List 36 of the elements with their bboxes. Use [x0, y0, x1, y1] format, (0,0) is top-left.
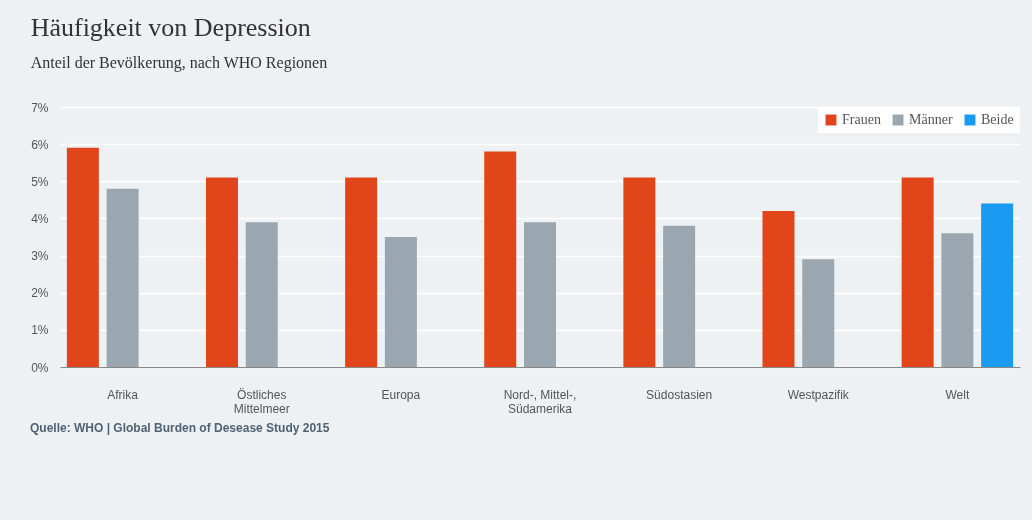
bar — [663, 225, 696, 367]
y-tick-label: 0% — [31, 360, 49, 375]
bar — [762, 211, 795, 367]
bar — [245, 222, 278, 367]
x-tick-label: Europa — [381, 387, 421, 402]
bar — [345, 177, 378, 367]
y-tick-label: 2% — [31, 286, 49, 301]
y-tick-label: 4% — [31, 211, 49, 226]
source-note: Quelle: WHO | Global Burden of Desease Study 2015 — [29, 420, 331, 437]
x-tick-label: Südostasien — [646, 387, 713, 402]
bar — [941, 233, 974, 367]
bar — [802, 259, 835, 367]
bar — [384, 237, 417, 367]
legend-label: Beide — [981, 112, 1014, 127]
bar — [106, 188, 139, 367]
bar — [484, 151, 517, 367]
bar — [981, 203, 1014, 367]
x-tick-label: Welt — [945, 387, 970, 402]
legend-label: Frauen — [842, 112, 881, 127]
y-tick-label: 1% — [31, 323, 49, 338]
x-tick-label: Östliches Mittelmeer — [233, 387, 290, 416]
x-tick-label: Afrika — [107, 387, 139, 402]
chart-subtitle: Anteil der Bevölkerung, nach WHO Regionen — [30, 54, 328, 72]
legend-label: Männer — [909, 112, 953, 127]
y-tick-label: 5% — [31, 174, 49, 189]
bar — [524, 222, 556, 367]
bar — [623, 177, 656, 367]
x-tick-label: Nord-, Mittel-, Südamerika — [503, 387, 577, 416]
y-tick-label: 3% — [31, 249, 49, 264]
x-tick-label: Westpazifik — [787, 387, 850, 402]
y-tick-label: 6% — [31, 137, 49, 152]
bar — [66, 147, 99, 367]
bar — [205, 177, 238, 367]
bar — [901, 177, 934, 367]
chart-title: Häufigkeit von Depression — [30, 13, 311, 42]
y-tick-label: 7% — [31, 100, 49, 115]
